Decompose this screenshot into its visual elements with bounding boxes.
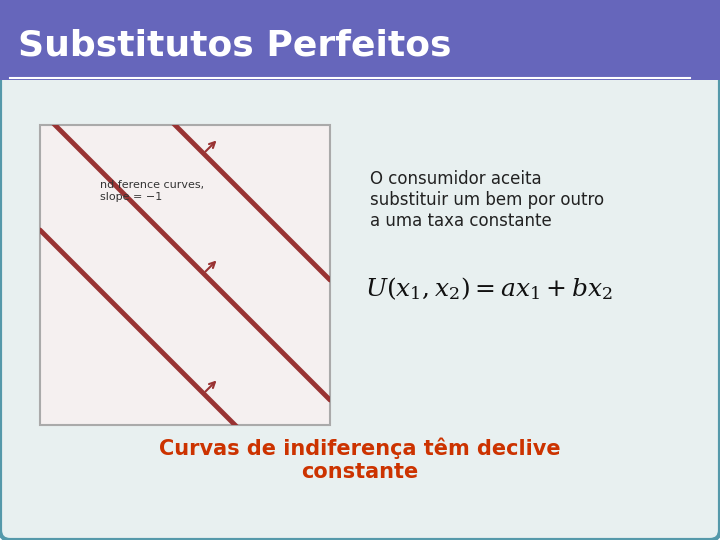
- Text: Substitutos Perfeitos: Substitutos Perfeitos: [18, 28, 451, 62]
- Text: O consumidor aceita
substituir um bem por outro
a uma taxa constante: O consumidor aceita substituir um bem po…: [370, 170, 604, 230]
- FancyBboxPatch shape: [40, 125, 330, 425]
- Text: nd ference curves,
slope = −1: nd ference curves, slope = −1: [100, 180, 204, 201]
- FancyBboxPatch shape: [0, 70, 720, 540]
- Text: Curvas de indiferença têm declive
constante: Curvas de indiferença têm declive consta…: [159, 437, 561, 482]
- Bar: [0, 0, 720, 80]
- Bar: [40, 125, 330, 425]
- Text: $U(x_1,x_2) = ax_1+bx_2$: $U(x_1,x_2) = ax_1+bx_2$: [365, 275, 613, 302]
